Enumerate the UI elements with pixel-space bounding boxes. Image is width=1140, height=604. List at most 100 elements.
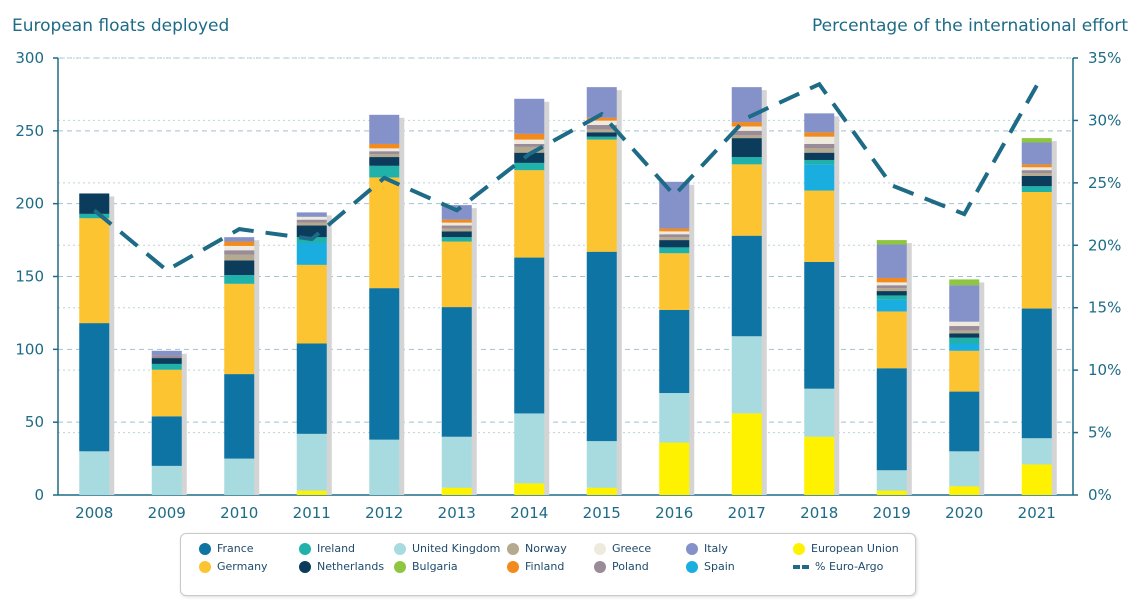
- bar-segment: [151, 358, 182, 364]
- bar-segment: [1021, 175, 1052, 187]
- bar-segment: [804, 143, 835, 149]
- chart-legend: France Germany Ireland Netherlands United Ki…: [180, 533, 916, 596]
- bar-segment: [441, 307, 472, 437]
- bar-segment: [731, 413, 762, 495]
- bar-segment: [876, 368, 907, 471]
- bar-segment: [296, 433, 327, 491]
- legend-item: Germany: [199, 560, 268, 573]
- y2-tick-label: 5%: [1088, 424, 1112, 442]
- bar-segment: [224, 283, 255, 375]
- bar-segment: [441, 436, 472, 488]
- bar-segment: [441, 487, 472, 495]
- y-tick-label: 0: [34, 486, 44, 504]
- legend-swatch-icon: [507, 560, 519, 573]
- x-tick-label: 2012: [365, 504, 403, 522]
- bar-segment: [804, 159, 835, 165]
- legend-item: Poland: [594, 560, 649, 573]
- bar-segment: [369, 154, 400, 158]
- bar-segment: [514, 146, 545, 153]
- bar-segment: [949, 337, 980, 344]
- bar-segment: [1021, 438, 1052, 465]
- bar-segment: [876, 470, 907, 491]
- bar-segment: [949, 391, 980, 452]
- legend-swatch-icon: [594, 560, 606, 573]
- bar-segment: [659, 310, 690, 394]
- bar-segment: [949, 321, 980, 327]
- y2-tick-label: 30%: [1088, 111, 1121, 129]
- legend-label: % Euro-Argo: [815, 560, 884, 573]
- legend-item: Spain: [686, 560, 735, 573]
- legend-swatch-icon: [394, 560, 406, 573]
- bar-segment: [1021, 170, 1052, 174]
- bar-segment: [296, 242, 327, 265]
- x-tick-label: 2015: [583, 504, 621, 522]
- legend-label: Bulgaria: [412, 560, 458, 573]
- bar-segment: [731, 235, 762, 337]
- bar-segment: [804, 136, 835, 144]
- legend-swatch-icon: [299, 542, 311, 555]
- bar-segment: [369, 143, 400, 149]
- bar-segment: [949, 330, 980, 334]
- bar-segment: [224, 241, 255, 246]
- bar-segment: [514, 162, 545, 171]
- bar-segment: [369, 148, 400, 152]
- bar-segment: [514, 133, 545, 140]
- bar-segment: [296, 219, 327, 223]
- y2-tick-label: 35%: [1088, 49, 1121, 67]
- legend-item: Ireland: [299, 542, 355, 555]
- bar-segment: [586, 132, 617, 137]
- y2-tick-label: 20%: [1088, 236, 1121, 254]
- bar-segment: [804, 261, 835, 389]
- x-tick-label: 2014: [510, 504, 548, 522]
- bar-chart: 0 50 100 150 200 250 300 0% 5% 10% 15% 20% 25% 30% 35%…: [15, 49, 1121, 522]
- legend-label: Greece: [612, 542, 652, 555]
- bar-segment: [659, 237, 690, 241]
- legend-swatch-icon: [793, 542, 805, 555]
- bar-segment: [949, 486, 980, 495]
- bar-segment: [224, 250, 255, 255]
- bar-segment: [224, 374, 255, 459]
- bar-segment: [949, 451, 980, 487]
- bar-segment: [949, 285, 980, 322]
- x-tick-label: 2009: [148, 504, 186, 522]
- legend-label: Finland: [525, 560, 565, 573]
- bar-segment: [1021, 186, 1052, 193]
- legend-item: Bulgaria: [394, 560, 458, 573]
- bar-segment: [79, 451, 110, 495]
- bar-segment: [659, 253, 690, 311]
- bar-segment: [876, 282, 907, 286]
- legend-label: Netherlands: [317, 560, 385, 573]
- left-axis-title: European floats deployed: [12, 16, 230, 36]
- bar-segment: [1021, 173, 1052, 176]
- bar-segment: [79, 213, 110, 219]
- bar-segment: [1021, 164, 1052, 168]
- y-tick-label: 150: [15, 268, 44, 286]
- bar-segment: [876, 490, 907, 495]
- bar-segment: [731, 138, 762, 158]
- bar-segment: [369, 165, 400, 178]
- bar-segment: [224, 245, 255, 251]
- bar-segment: [804, 388, 835, 437]
- bar-segment: [586, 125, 617, 130]
- bar-segment: [659, 228, 690, 232]
- bar-segment: [514, 483, 545, 495]
- right-axis-title: Percentage of the international effort: [812, 16, 1128, 36]
- legend-swatch-icon: [299, 560, 311, 573]
- bar-segment: [731, 122, 762, 127]
- bar-segment: [369, 177, 400, 289]
- bar-segment: [441, 231, 472, 238]
- bar-segment: [804, 190, 835, 262]
- bar-segment: [1021, 308, 1052, 439]
- bar-segment: [876, 299, 907, 312]
- bar-segment: [659, 234, 690, 238]
- legend-item: France: [199, 542, 254, 555]
- bar-segment: [369, 288, 400, 440]
- bar-segment: [151, 416, 182, 466]
- bar-segment: [514, 413, 545, 484]
- bar-segment: [804, 164, 835, 191]
- bar-segment: [659, 240, 690, 248]
- x-tick-label: 2019: [873, 504, 911, 522]
- bar-segment: [731, 87, 762, 123]
- bar-segment: [151, 465, 182, 495]
- euro-argo-percentage-line: [93, 81, 1039, 273]
